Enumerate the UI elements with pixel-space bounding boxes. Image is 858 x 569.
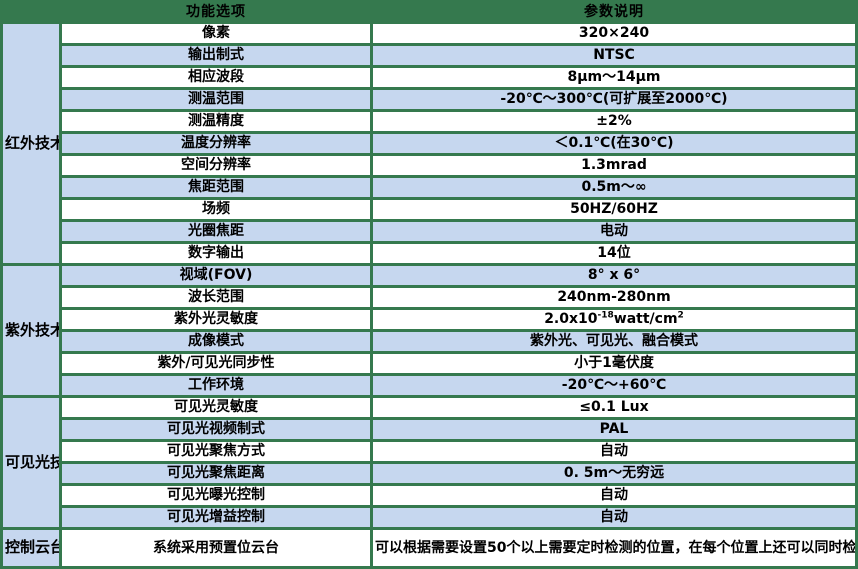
option-cell: 测温精度: [62, 112, 370, 131]
table-row: 控制云台 系统采用预置位云台 可以根据需要设置50个以上需要定时检测的位置，在每个位…: [3, 530, 855, 566]
value-cell: 320×240: [373, 24, 855, 43]
table-row: 测温精度 ±2%: [3, 112, 855, 131]
option-cell: 输出制式: [62, 46, 370, 65]
table-row: 场频 50HZ/60HZ: [3, 200, 855, 219]
value-cell: 8° x 6°: [373, 266, 855, 285]
value-cell: 自动: [373, 508, 855, 527]
option-cell: 相应波段: [62, 68, 370, 87]
value-cell: 14位: [373, 244, 855, 263]
option-cell: 波长范围: [62, 288, 370, 307]
value-cell: 0.5m～∞: [373, 178, 855, 197]
option-cell: 光圈焦距: [62, 222, 370, 241]
table-row: 紫外/可见光同步性 小于1毫伏度: [3, 354, 855, 373]
table-row: 可见光聚焦方式 自动: [3, 442, 855, 461]
option-cell: 紫外/可见光同步性: [62, 354, 370, 373]
table-row: 紫外技术参数视域(FOV)8° x 6°: [3, 266, 855, 395]
option-cell: 像素: [62, 24, 370, 43]
option-cell: 可见光视频制式: [62, 420, 370, 439]
table-row: 成像模式 紫外光、可见光、融合模式: [3, 332, 855, 351]
table-row: 输出制式 NTSC: [3, 46, 855, 65]
group-label-3: 控制云台: [3, 530, 59, 566]
option-cell: 成像模式: [62, 332, 370, 351]
table-header-row: 功能选项 参数说明: [3, 3, 855, 21]
value-cell: 电动: [373, 222, 855, 241]
value-cell: PAL: [373, 420, 855, 439]
option-cell: 系统采用预置位云台: [62, 530, 370, 566]
group-label-1: 紫外技术参数: [3, 266, 59, 395]
table-row: 波长范围 240nm-280nm: [3, 288, 855, 307]
table-row: 可见光曝光控制 自动: [3, 486, 855, 505]
value-cell: 0. 5m～无穷远: [373, 464, 855, 483]
group-label-0: 红外技术参数: [3, 24, 59, 263]
table-row: 可见光技术参数可见光灵敏度≤0.1 Lux: [3, 398, 855, 527]
value-cell: ±2%: [373, 112, 855, 131]
value-cell: NTSC: [373, 46, 855, 65]
value-cell: -20℃～300℃(可扩展至2000℃): [373, 90, 855, 109]
option-cell: 可见光增益控制: [62, 508, 370, 527]
header-parameter-description: 参数说明: [373, 3, 855, 21]
header-group-blank: [3, 3, 59, 21]
table-row: 测温范围 -20℃～300℃(可扩展至2000℃): [3, 90, 855, 109]
option-cell: 可见光聚焦距离: [62, 464, 370, 483]
value-cell: 1.3mrad: [373, 156, 855, 175]
option-cell: 可见光聚焦方式: [62, 442, 370, 461]
table-row: 可见光视频制式 PAL: [3, 420, 855, 439]
table-row: 焦距范围 0.5m～∞: [3, 178, 855, 197]
value-cell: 紫外光、可见光、融合模式: [373, 332, 855, 351]
option-cell: 测温范围: [62, 90, 370, 109]
option-cell: 场频: [62, 200, 370, 219]
table-row: 可见光聚焦距离 0. 5m～无穷远: [3, 464, 855, 483]
value-cell: ≤0.1 Lux: [373, 398, 855, 417]
option-cell: 视域(FOV): [62, 266, 370, 285]
table-row: 相应波段 8μm～14μm: [3, 68, 855, 87]
table-row: 空间分辨率 1.3mrad: [3, 156, 855, 175]
value-cell: -20℃～+60℃: [373, 376, 855, 395]
value-cell: 8μm～14μm: [373, 68, 855, 87]
value-cell: 自动: [373, 486, 855, 505]
table-row: 紫外光灵敏度 2.0x10-18watt/cm2: [3, 310, 855, 329]
value-cell: 可以根据需要设置50个以上需要定时检测的位置，在每个位置上还可以同时检测多个设备…: [373, 530, 855, 566]
value-cell: 小于1毫伏度: [373, 354, 855, 373]
option-cell: 数字输出: [62, 244, 370, 263]
table-row: 数字输出 14位: [3, 244, 855, 263]
option-cell: 空间分辨率: [62, 156, 370, 175]
group-label-2: 可见光技术参数: [3, 398, 59, 527]
option-cell: 工作环境: [62, 376, 370, 395]
option-cell: 温度分辨率: [62, 134, 370, 153]
value-cell-superscript: 2.0x10-18watt/cm2: [373, 310, 855, 329]
value-cell: 240nm-280nm: [373, 288, 855, 307]
option-cell: 可见光曝光控制: [62, 486, 370, 505]
table-row: 光圈焦距 电动: [3, 222, 855, 241]
value-cell: 自动: [373, 442, 855, 461]
value-cell: ＜0.1℃(在30℃): [373, 134, 855, 153]
table-row: 工作环境 -20℃～+60℃: [3, 376, 855, 395]
option-cell: 紫外光灵敏度: [62, 310, 370, 329]
table-row: 温度分辨率 ＜0.1℃(在30℃): [3, 134, 855, 153]
value-cell: 50HZ/60HZ: [373, 200, 855, 219]
table-row: 可见光增益控制 自动: [3, 508, 855, 527]
table-row: 红外技术参数像素320×240: [3, 24, 855, 263]
option-cell: 焦距范围: [62, 178, 370, 197]
header-function-option: 功能选项: [62, 3, 370, 21]
option-cell: 可见光灵敏度: [62, 398, 370, 417]
